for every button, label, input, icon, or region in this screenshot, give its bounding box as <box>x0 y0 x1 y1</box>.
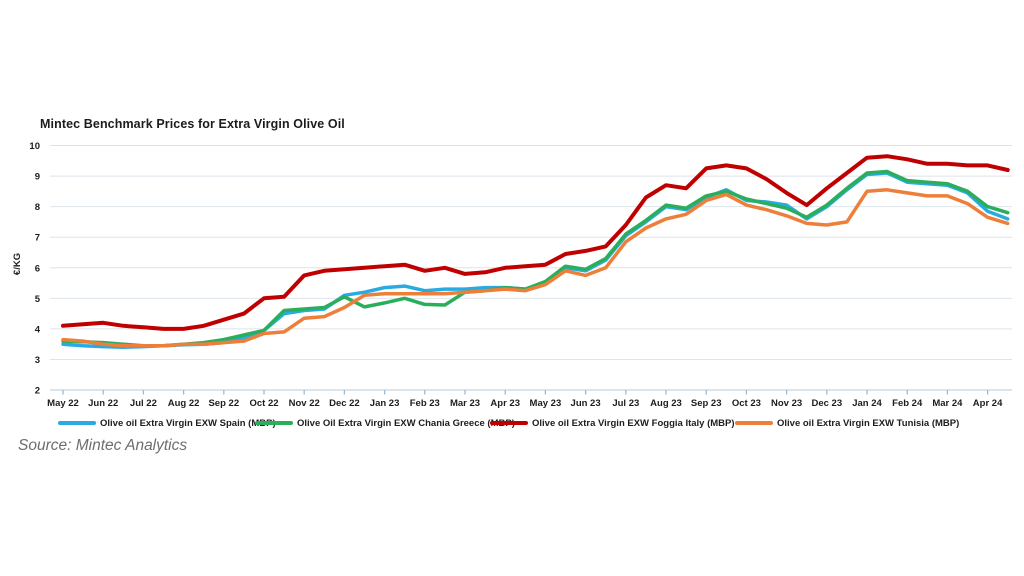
y-tick-label: 5 <box>35 294 41 305</box>
x-tick-label: Sep 23 <box>691 398 722 409</box>
x-tick-label: Mar 23 <box>450 398 480 409</box>
y-axis-title: €/KG <box>12 253 23 275</box>
x-tick-label: May 23 <box>530 398 562 409</box>
y-tick-label: 8 <box>35 202 40 213</box>
x-tick-label: Mar 24 <box>932 398 963 409</box>
legend-label: Olive Oil Extra Virgin EXW Chania Greece… <box>297 417 515 429</box>
x-tick-label: Aug 22 <box>168 398 200 409</box>
y-tick-label: 2 <box>35 386 40 397</box>
legend-label: Olive oil Extra Virgin EXW Spain (MBP) <box>100 417 276 429</box>
y-tick-label: 9 <box>35 172 40 183</box>
x-tick-label: Dec 22 <box>329 398 360 409</box>
series-line-tunisia <box>61 188 1010 348</box>
x-tick-label: Jul 22 <box>130 398 157 409</box>
x-tick-label: Jun 23 <box>571 398 601 409</box>
legend-label: Olive oil Extra Virgin EXW Foggia Italy … <box>532 417 735 429</box>
x-tick-label: Apr 23 <box>490 398 520 409</box>
y-axis-labels: 2 3 4 5 6 7 8 9 10 <box>29 141 40 397</box>
series-line-spain <box>61 171 1010 349</box>
x-tick-label: Jan 24 <box>852 398 882 409</box>
legend-item-greece: Olive Oil Extra Virgin EXW Chania Greece… <box>255 416 515 430</box>
x-tick-label: Aug 23 <box>650 398 682 409</box>
x-axis-labels: May 22 Jun 22 Jul 22 Aug 22 Sep 22 Oct 22 Nov … <box>47 398 1003 409</box>
x-tick-label: Feb 23 <box>410 398 440 409</box>
x-tick-label: Nov 22 <box>289 398 320 409</box>
x-tick-label: Oct 22 <box>249 398 278 409</box>
x-axis-ticks <box>62 390 989 395</box>
x-tick-label: Jan 23 <box>370 398 400 409</box>
greece-line-swatch-icon <box>255 420 293 426</box>
legend-item-tunisia: Olive oil Extra Virgin EXW Tunisia (MBP) <box>735 416 959 430</box>
y-tick-label: 3 <box>35 355 40 366</box>
source-note: Source: Mintec Analytics <box>18 437 188 454</box>
y-tick-label: 10 <box>29 141 40 152</box>
x-tick-label: Apr 24 <box>973 398 1003 409</box>
y-tick-label: 7 <box>35 233 40 244</box>
y-tick-label: 4 <box>35 324 41 335</box>
series-line-italy <box>61 154 1010 331</box>
tunisia-line-swatch-icon <box>735 420 773 426</box>
chart-title: Mintec Benchmark Prices for Extra Virgin… <box>40 117 345 131</box>
spain-line-swatch-icon <box>58 420 96 426</box>
series-line-greece <box>61 169 1010 348</box>
chart-legend: Olive oil Extra Virgin EXW Spain (MBP) O… <box>0 416 1024 432</box>
x-tick-label: Oct 23 <box>732 398 761 409</box>
x-tick-label: Dec 23 <box>811 398 842 409</box>
x-tick-label: Nov 23 <box>771 398 802 409</box>
x-tick-label: Feb 24 <box>892 398 923 409</box>
italy-line-swatch-icon <box>490 420 528 426</box>
legend-label: Olive oil Extra Virgin EXW Tunisia (MBP) <box>777 417 960 429</box>
y-tick-label: 6 <box>35 263 40 274</box>
x-tick-label: Sep 22 <box>208 398 239 409</box>
legend-item-spain: Olive oil Extra Virgin EXW Spain (MBP) <box>58 416 276 430</box>
x-tick-label: May 22 <box>47 398 79 409</box>
x-tick-label: Jun 22 <box>88 398 118 409</box>
x-tick-label: Jul 23 <box>612 398 639 409</box>
legend-item-italy: Olive oil Extra Virgin EXW Foggia Italy … <box>490 416 735 430</box>
